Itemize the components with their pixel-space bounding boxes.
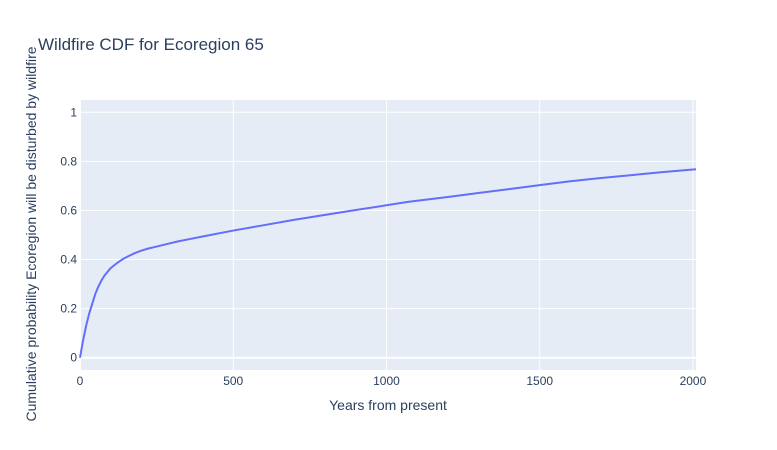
y-tick-label: 0.8 xyxy=(60,154,77,168)
x-tick-label: 0 xyxy=(77,374,84,388)
y-tick-label: 0 xyxy=(70,351,77,365)
y-tick-label: 0.6 xyxy=(60,203,77,217)
x-tick-label: 1000 xyxy=(373,374,400,388)
y-tick-label: 0.2 xyxy=(60,302,77,316)
x-axis-title: Years from present xyxy=(329,397,447,413)
x-axis-ticks: 0 500 1000 1500 2000 xyxy=(77,374,707,388)
y-axis-title: Cumulative probability Ecoregion will be… xyxy=(23,46,39,421)
x-tick-label: 500 xyxy=(223,374,243,388)
chart-title: Wildfire CDF for Ecoregion 65 xyxy=(38,35,264,54)
plot-area xyxy=(80,100,696,370)
y-tick-label: 1 xyxy=(70,105,77,119)
x-tick-label: 1500 xyxy=(526,374,553,388)
y-axis-ticks: 0 0.2 0.4 0.6 0.8 1 xyxy=(60,105,77,364)
x-tick-label: 2000 xyxy=(680,374,707,388)
y-tick-label: 0.4 xyxy=(60,253,77,267)
